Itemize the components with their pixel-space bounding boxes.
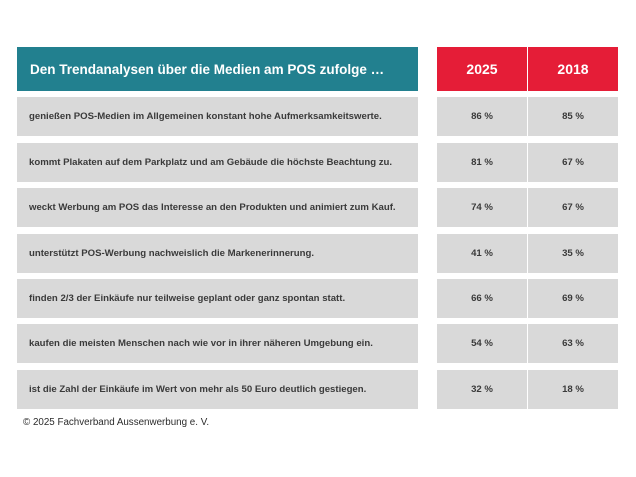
row-value-2018-6: 63 % bbox=[528, 324, 618, 363]
row-value-2018-7: 18 % bbox=[528, 370, 618, 409]
row-value-2018-3: 67 % bbox=[528, 188, 618, 227]
column-header-2018: 2018 bbox=[528, 47, 618, 91]
row-value-2025-1: 86 % bbox=[437, 97, 527, 136]
copyright-footer: © 2025 Fachverband Aussenwerbung e. V. bbox=[23, 417, 210, 428]
row-label-4: unterstützt POS-Werbung nachweislich die… bbox=[17, 234, 418, 273]
row-label-5: finden 2/3 der Einkäufe nur teilweise ge… bbox=[17, 279, 418, 318]
row-value-2018-2: 67 % bbox=[528, 143, 618, 182]
row-value-2025-3: 74 % bbox=[437, 188, 527, 227]
row-value-2025-6: 54 % bbox=[437, 324, 527, 363]
row-label-6: kaufen die meisten Menschen nach wie vor… bbox=[17, 324, 418, 363]
column-header-2025: 2025 bbox=[437, 47, 527, 91]
row-value-2025-7: 32 % bbox=[437, 370, 527, 409]
row-label-1: genießen POS-Medien im Allgemeinen konst… bbox=[17, 97, 418, 136]
table-title: Den Trendanalysen über die Medien am POS… bbox=[17, 47, 418, 91]
row-label-2: kommt Plakaten auf dem Parkplatz und am … bbox=[17, 143, 418, 182]
row-value-2018-5: 69 % bbox=[528, 279, 618, 318]
row-value-2025-5: 66 % bbox=[437, 279, 527, 318]
row-value-2025-2: 81 % bbox=[437, 143, 527, 182]
row-label-7: ist die Zahl der Einkäufe im Wert von me… bbox=[17, 370, 418, 409]
row-value-2025-4: 41 % bbox=[437, 234, 527, 273]
row-label-3: weckt Werbung am POS das Interesse an de… bbox=[17, 188, 418, 227]
row-value-2018-4: 35 % bbox=[528, 234, 618, 273]
row-value-2018-1: 85 % bbox=[528, 97, 618, 136]
